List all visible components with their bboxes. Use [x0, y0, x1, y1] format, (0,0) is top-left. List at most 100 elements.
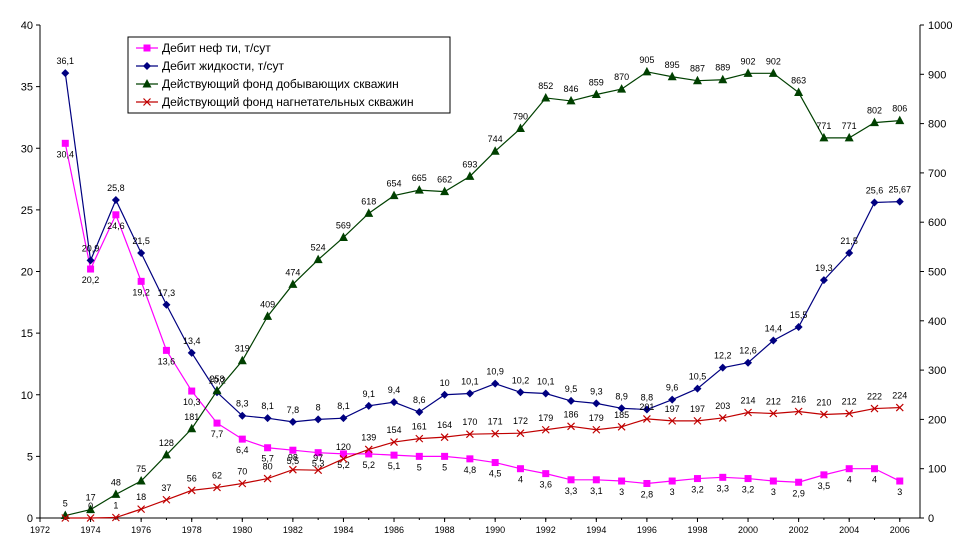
series-point — [339, 454, 348, 463]
series-point — [263, 414, 272, 423]
series-point — [718, 413, 727, 422]
series-point — [143, 98, 151, 106]
series-point — [86, 514, 95, 522]
series-point — [440, 390, 449, 399]
data-label: 70 — [237, 466, 247, 476]
y-left-tick-label: 10 — [21, 390, 33, 402]
series-point — [845, 249, 854, 258]
series-point — [617, 422, 626, 431]
data-label: 8,8 — [641, 393, 654, 403]
series-point-stroke — [794, 407, 803, 416]
legend-entry: Дебит неф ти, т/сут — [136, 41, 271, 55]
data-label: 319 — [235, 344, 250, 354]
series-point — [768, 68, 778, 77]
series-point — [845, 465, 853, 473]
series-point — [314, 466, 323, 475]
x-tick-label: 1992 — [536, 525, 556, 535]
series-point — [87, 265, 95, 273]
series-point — [744, 358, 753, 367]
series-point — [264, 444, 272, 452]
series-point — [143, 44, 151, 52]
data-label: 24,6 — [107, 221, 125, 231]
series-3: 0 1 18 37 56 62 70 80 98 97 120 139 154 161 164 170 171 1… — [61, 391, 907, 522]
series-point-stroke — [541, 425, 550, 434]
data-label: 905 — [639, 55, 654, 65]
series-point — [390, 438, 398, 447]
series-point — [618, 477, 626, 485]
series-point — [187, 423, 197, 433]
series-point — [390, 451, 398, 459]
data-label: 5,7 — [261, 454, 274, 464]
series-point-stroke — [86, 514, 95, 522]
data-label: 17,3 — [158, 288, 176, 298]
data-label: 0 — [88, 501, 93, 511]
y-right-tick-label: 100 — [928, 464, 946, 476]
data-label: 665 — [412, 173, 427, 183]
data-label: 18 — [136, 492, 146, 502]
series-point — [693, 384, 702, 393]
series-point — [162, 346, 170, 354]
series-point — [491, 379, 500, 388]
y-right-tick-label: 800 — [928, 119, 946, 131]
series-point — [896, 477, 904, 485]
data-label: 4,5 — [489, 469, 502, 479]
data-label: 25,67 — [889, 185, 912, 195]
series-point-stroke — [895, 403, 904, 412]
data-label: 7,7 — [211, 429, 224, 439]
legend-label: Дебит жидкости, т/сут — [162, 59, 285, 73]
y-left-tick-label: 40 — [21, 20, 33, 32]
series-point — [743, 68, 753, 77]
series-point — [642, 405, 651, 414]
x-tick-label: 2002 — [789, 525, 809, 535]
data-label: 17 — [86, 493, 96, 503]
series-point-stroke — [668, 416, 677, 425]
series-point-stroke — [415, 434, 424, 443]
data-label: 902 — [766, 56, 781, 66]
series-point — [339, 414, 348, 423]
data-label: 618 — [361, 196, 376, 206]
series-point — [237, 355, 247, 365]
series-point-stroke — [238, 479, 247, 488]
legend-entry: Действующий фонд нагнетательных скважин — [136, 95, 414, 109]
data-label: 9,1 — [362, 389, 375, 399]
data-label: 4 — [847, 475, 852, 485]
series-point — [491, 429, 500, 438]
series-point — [61, 69, 70, 78]
y-right-tick-label: 900 — [928, 69, 946, 81]
series-point — [263, 311, 273, 320]
series-point — [668, 395, 677, 404]
data-label: 790 — [513, 112, 528, 122]
series-point — [692, 75, 702, 85]
series-point — [819, 410, 828, 419]
series-point-stroke — [137, 505, 146, 514]
series-0: 30,4 20,2 24,6 19,2 13,6 10,3 7,7 6,4 5,7 5,5 5,3 5… — [57, 139, 904, 499]
x-tick-label: 1996 — [637, 525, 657, 535]
data-label: 48 — [111, 477, 121, 487]
data-label: 80 — [263, 462, 273, 472]
series-point — [213, 483, 221, 492]
data-label: 3,3 — [717, 483, 730, 493]
data-label: 889 — [715, 63, 730, 73]
series-point — [162, 300, 171, 309]
data-label: 98 — [288, 453, 298, 463]
x-tick-label: 1982 — [283, 525, 303, 535]
series-point — [440, 433, 449, 442]
series-point-stroke — [143, 98, 151, 106]
x-tick-label: 1976 — [131, 525, 151, 535]
series-point — [617, 404, 626, 413]
series-point — [541, 425, 550, 434]
series-point — [212, 385, 222, 395]
y-left-tick-label: 0 — [27, 513, 33, 525]
series-point — [819, 132, 829, 142]
series-line — [65, 71, 900, 517]
data-label: 13,6 — [158, 356, 176, 366]
series-point-stroke — [491, 429, 500, 438]
series-point — [769, 477, 777, 485]
series-point — [389, 190, 399, 200]
data-label: 222 — [867, 392, 882, 402]
data-label: 9,6 — [666, 383, 679, 393]
y-right-tick-label: 400 — [928, 316, 946, 328]
series-point — [642, 66, 652, 76]
data-label: 214 — [741, 395, 756, 405]
series-point — [794, 322, 803, 331]
